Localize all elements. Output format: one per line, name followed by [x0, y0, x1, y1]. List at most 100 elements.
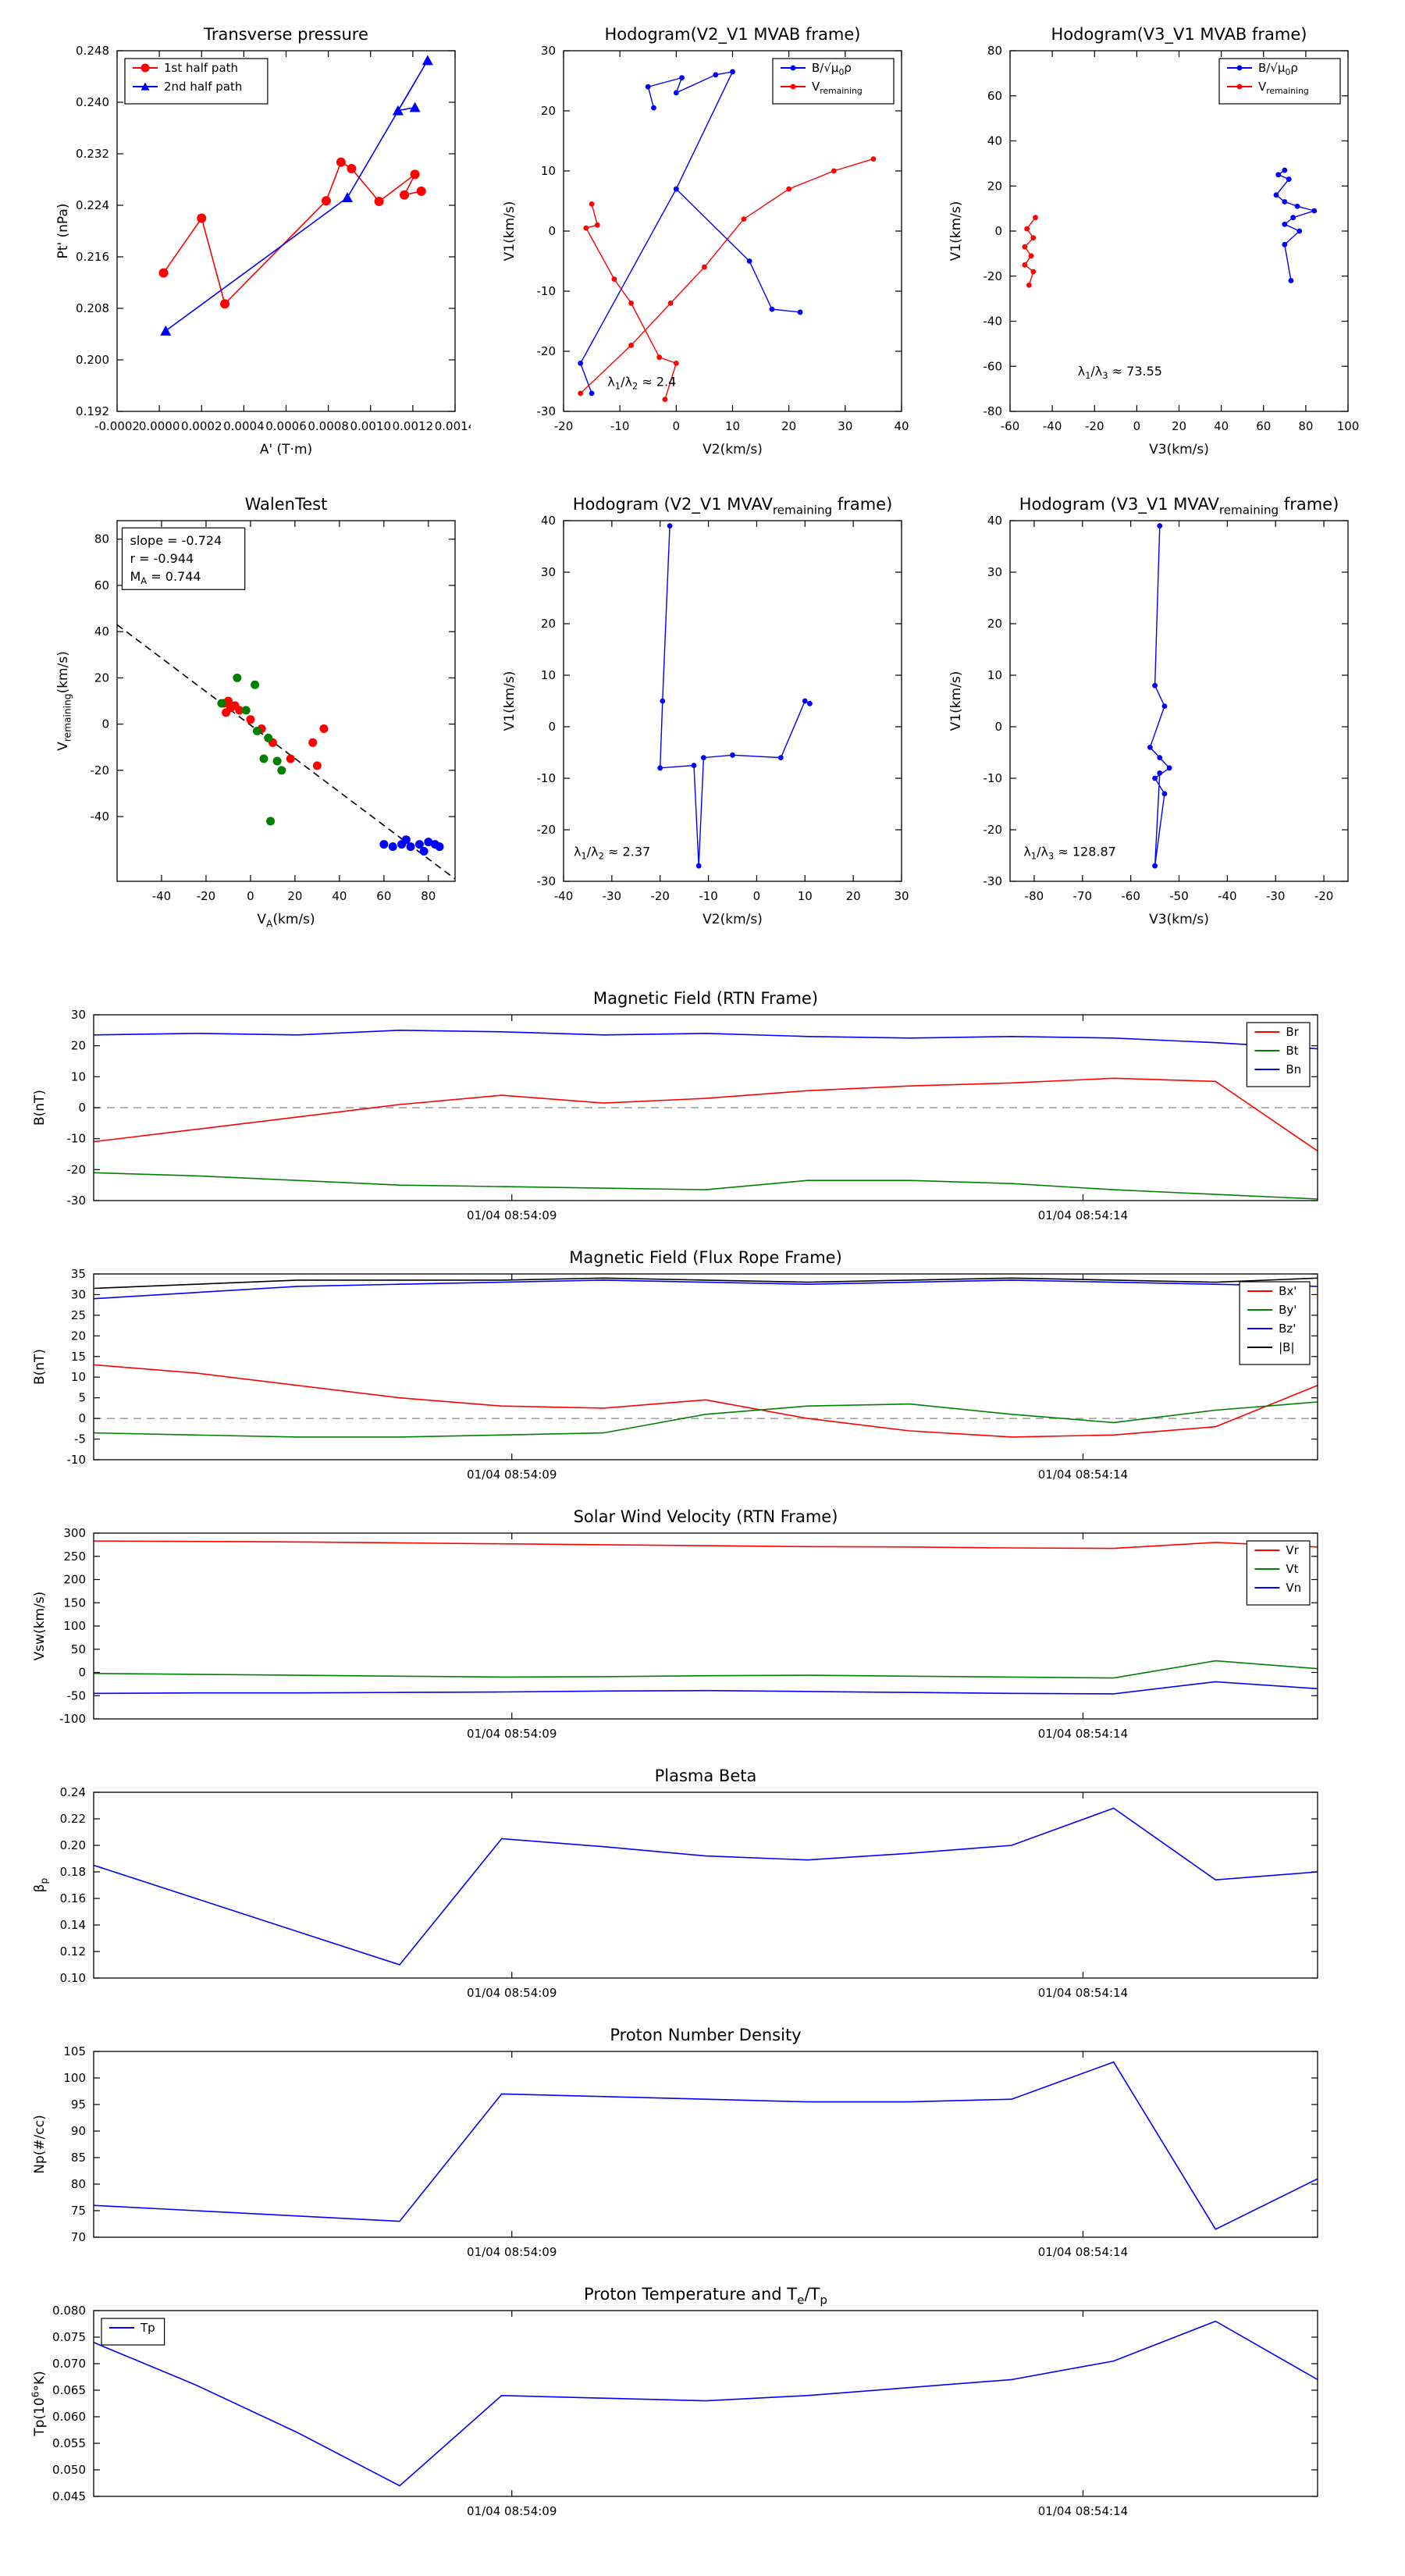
svg-text:-5: -5: [74, 1432, 86, 1446]
svg-text:10: 10: [541, 164, 556, 178]
svg-text:Vremaining: Vremaining: [1258, 80, 1309, 96]
svg-text:slope = -0.724: slope = -0.724: [130, 533, 222, 548]
svg-text:01/04 08:54:14: 01/04 08:54:14: [1038, 2245, 1128, 2259]
svg-text:-10: -10: [537, 771, 557, 785]
svg-text:20: 20: [287, 889, 302, 903]
panel-proton-temperature: 01/04 08:54:09 01/04 08:54:14 0.045 0.050 0.…: [0, 2273, 1405, 2531]
svg-text:105: 105: [63, 2044, 86, 2058]
svg-text:0.050: 0.050: [52, 2463, 86, 2477]
svg-text:|B|: |B|: [1279, 1340, 1294, 1354]
svg-text:Transverse pressure: Transverse pressure: [203, 25, 368, 44]
svg-text:10: 10: [71, 1069, 86, 1083]
svg-text:-10: -10: [984, 771, 1003, 785]
svg-text:Br: Br: [1286, 1025, 1299, 1039]
svg-text:60: 60: [1256, 419, 1271, 433]
svg-text:0.200: 0.200: [76, 353, 109, 367]
svg-text:Proton Temperature and Te/Tp: Proton Temperature and Te/Tp: [584, 2285, 827, 2307]
svg-text:λ1/λ3 ≈ 128.87: λ1/λ3 ≈ 128.87: [1023, 845, 1116, 862]
chart-walen-test: -40 -20 0 20 40 60 80 -40 -20 0 20 40 60 80 WalenTest V…: [45, 482, 471, 934]
svg-text:10: 10: [71, 1370, 86, 1384]
svg-text:-50: -50: [1169, 889, 1189, 903]
svg-text:Tp: Tp: [140, 2321, 155, 2335]
svg-text:-60: -60: [1121, 889, 1140, 903]
svg-text:0.18: 0.18: [60, 1865, 86, 1879]
svg-text:Hodogram (V3_V1 MVAVremaining: Hodogram (V3_V1 MVAVremaining frame): [1019, 495, 1339, 517]
svg-text:λ1/λ2 ≈ 2.4: λ1/λ2 ≈ 2.4: [607, 375, 676, 392]
svg-text:30: 30: [838, 419, 852, 433]
svg-text:0.060: 0.060: [52, 2410, 86, 2424]
svg-text:MA = 0.744: MA = 0.744: [130, 569, 201, 586]
svg-text:60: 60: [94, 578, 109, 592]
svg-text:-40: -40: [1218, 889, 1237, 903]
svg-text:30: 30: [71, 1008, 86, 1022]
svg-text:90: 90: [71, 2124, 86, 2138]
svg-text:-40: -40: [91, 809, 110, 824]
svg-text:20: 20: [71, 1039, 86, 1053]
svg-text:30: 30: [987, 565, 1002, 579]
svg-text:0.208: 0.208: [76, 301, 109, 315]
svg-text:-20: -20: [197, 889, 216, 903]
svg-text:λ1/λ3 ≈ 73.55: λ1/λ3 ≈ 73.55: [1078, 364, 1162, 381]
svg-text:Vr: Vr: [1286, 1543, 1299, 1557]
svg-text:B/√μ0ρ: B/√μ0ρ: [812, 61, 852, 77]
svg-text:-20: -20: [537, 823, 557, 837]
timeseries-panels: 01/04 08:54:09 01/04 08:54:14 -30 -20 -10 0 10…: [0, 976, 1405, 2531]
svg-text:01/04 08:54:09: 01/04 08:54:09: [467, 1468, 557, 1482]
svg-text:0.0008: 0.0008: [308, 419, 349, 433]
svg-text:0.0000: 0.0000: [139, 419, 180, 433]
svg-text:-20: -20: [1314, 889, 1334, 903]
svg-text:-20: -20: [67, 1162, 87, 1176]
svg-text:0.22: 0.22: [60, 1812, 86, 1826]
svg-text:0.12: 0.12: [60, 1944, 86, 1959]
svg-text:0.070: 0.070: [52, 2357, 86, 2371]
svg-text:Vremaining: Vremaining: [812, 80, 863, 96]
svg-text:0.0004: 0.0004: [223, 419, 265, 433]
svg-text:0: 0: [78, 1101, 86, 1115]
svg-text:-30: -30: [603, 889, 622, 903]
svg-text:B(nT): B(nT): [32, 1349, 48, 1385]
svg-text:100: 100: [63, 2071, 86, 2085]
svg-text:2nd half path: 2nd half path: [164, 80, 242, 94]
svg-text:0.075: 0.075: [52, 2330, 86, 2344]
svg-text:Bt: Bt: [1286, 1044, 1298, 1058]
svg-text:5: 5: [78, 1391, 86, 1405]
svg-text:0: 0: [78, 1411, 86, 1425]
svg-text:20: 20: [987, 617, 1002, 631]
svg-text:200: 200: [63, 1573, 86, 1587]
svg-text:λ1/λ2 ≈ 2.37: λ1/λ2 ≈ 2.37: [574, 845, 650, 862]
svg-text:0.0002: 0.0002: [181, 419, 222, 433]
svg-text:40: 40: [332, 889, 347, 903]
svg-text:B(nT): B(nT): [32, 1090, 48, 1126]
svg-text:-0.0002: -0.0002: [94, 419, 140, 433]
svg-text:20: 20: [541, 104, 556, 118]
chart-hodogram-v3v1-mvab: -60 -40 -20 0 20 40 60 80 100-80-60-40-200204060…: [938, 12, 1364, 464]
svg-text:30: 30: [894, 889, 909, 903]
svg-text:1st half path: 1st half path: [164, 61, 238, 75]
svg-text:80: 80: [1298, 419, 1313, 433]
svg-text:0.240: 0.240: [76, 95, 109, 109]
chart-hodogram-v2v1-mvab: -20 -10 0 10 20 30 40-30-20-100102030Hodogram(…: [492, 12, 917, 464]
chart-hodogram-v2v1-mvav: -40 -30 -20 -10 0 10 20 30-30-20-10010203040Hod…: [492, 482, 917, 934]
svg-text:V1(km/s): V1(km/s): [502, 671, 518, 731]
svg-text:150: 150: [63, 1596, 86, 1610]
svg-text:Solar Wind Velocity (RTN Frame: Solar Wind Velocity (RTN Frame): [574, 1507, 838, 1526]
svg-text:0.065: 0.065: [52, 2383, 86, 2397]
panel-solar-wind-velocity: 01/04 08:54:09 01/04 08:54:14 -100 -50 0 50 10…: [0, 1496, 1405, 1753]
svg-text:-30: -30: [1266, 889, 1286, 903]
svg-text:10: 10: [541, 668, 556, 682]
svg-text:0: 0: [548, 224, 556, 238]
svg-text:Vsw(km/s): Vsw(km/s): [32, 1592, 48, 1661]
svg-text:-80: -80: [984, 404, 1003, 418]
svg-text:-20: -20: [554, 419, 574, 433]
svg-text:95: 95: [71, 2097, 86, 2112]
svg-text:-60: -60: [984, 359, 1003, 373]
svg-text:01/04 08:54:09: 01/04 08:54:09: [467, 1727, 557, 1741]
svg-text:-20: -20: [984, 823, 1003, 837]
svg-text:V2(km/s): V2(km/s): [702, 912, 763, 927]
svg-text:75: 75: [71, 2204, 86, 2218]
svg-text:Bn: Bn: [1286, 1062, 1301, 1076]
svg-text:βp: βp: [32, 1877, 49, 1892]
svg-text:-50: -50: [67, 1688, 87, 1703]
svg-text:0.10: 0.10: [60, 1971, 86, 1985]
